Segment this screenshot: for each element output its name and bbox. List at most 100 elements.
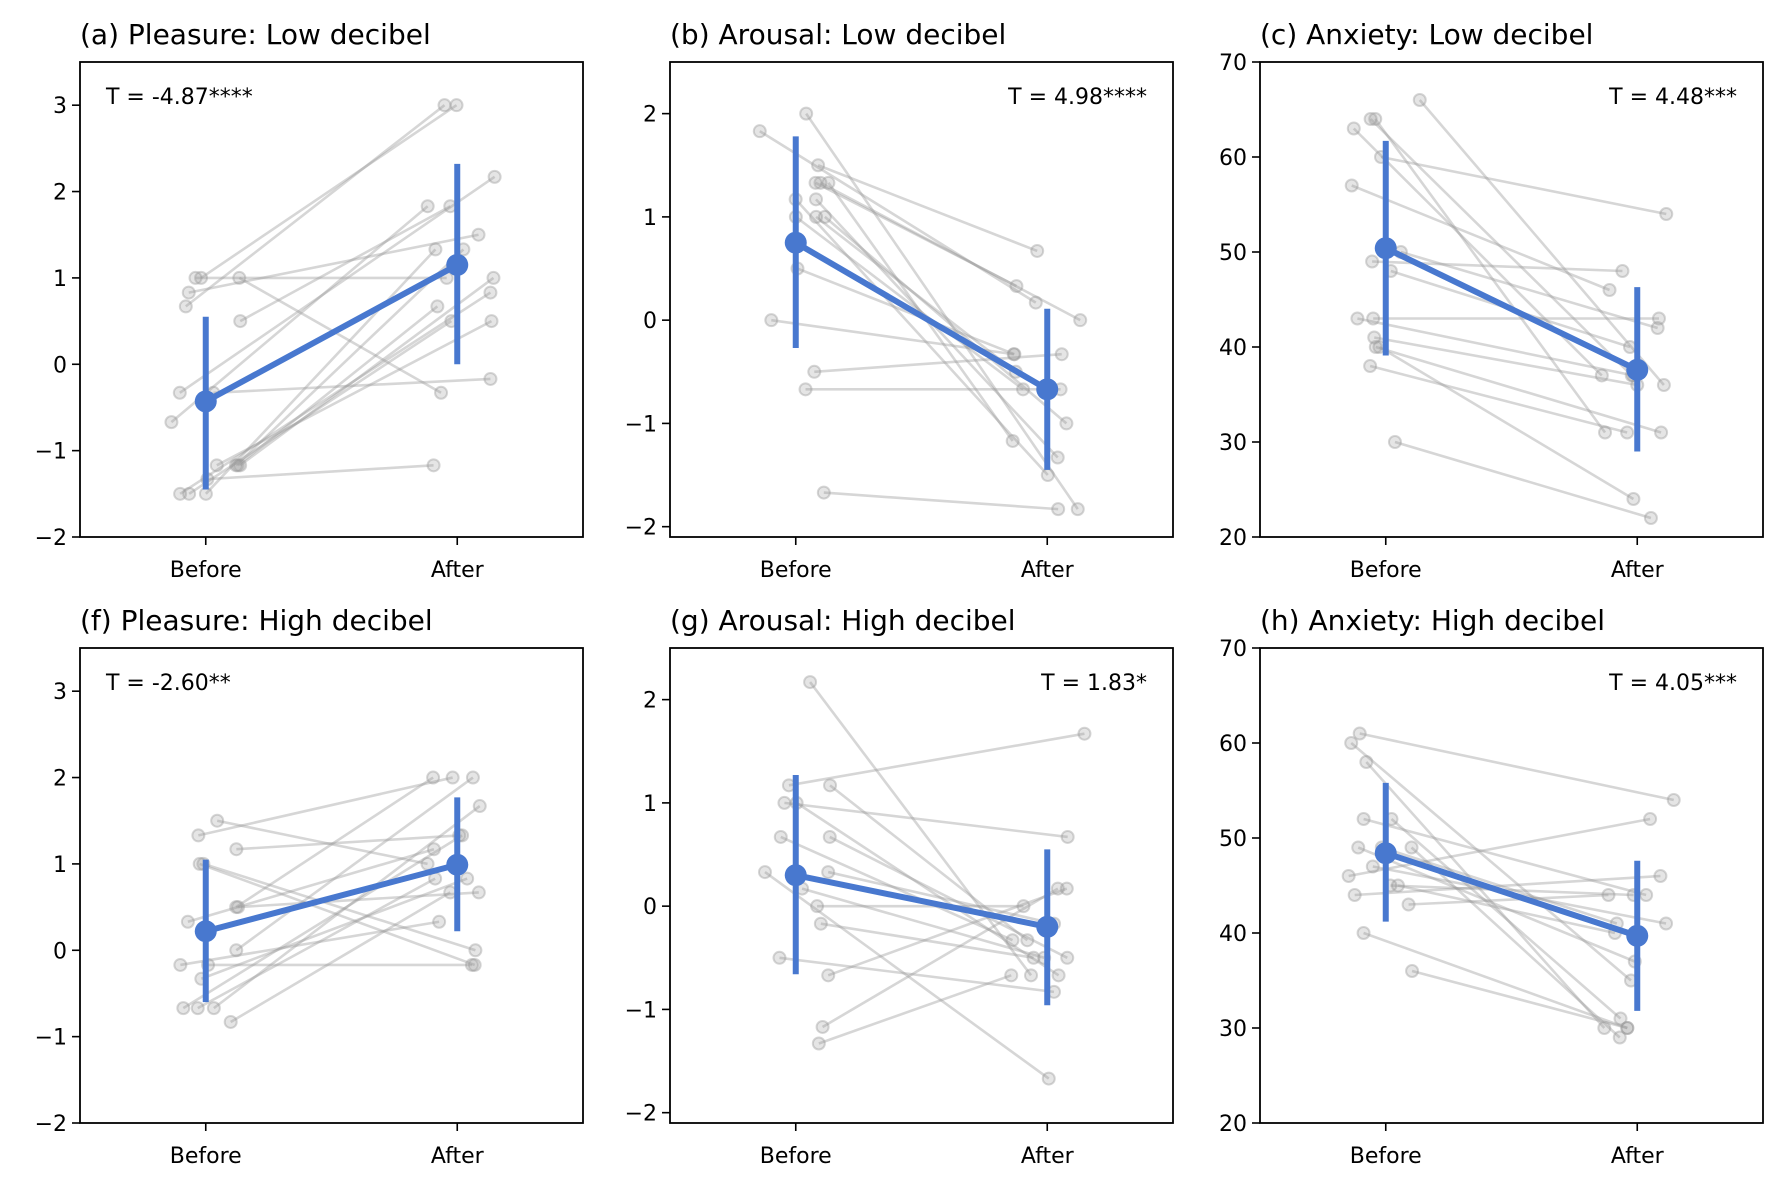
participant-point-after bbox=[1643, 511, 1658, 525]
subplot-1: (b) Arousal: Low decibel −2 −1 0 1 2 Before Aft… bbox=[625, 18, 1174, 583]
participant-line bbox=[236, 834, 460, 851]
participant-point-after bbox=[472, 799, 487, 814]
participant-line bbox=[827, 870, 1055, 925]
participant-point-before bbox=[1368, 112, 1383, 126]
participant-line bbox=[170, 205, 429, 424]
participant-point-before bbox=[180, 914, 195, 929]
participant-line bbox=[1354, 874, 1661, 897]
participant-point-before bbox=[799, 106, 814, 121]
participant-line bbox=[1357, 317, 1634, 377]
participant-line bbox=[829, 835, 1068, 959]
participant-line bbox=[827, 887, 1068, 977]
participant-point-after bbox=[445, 770, 460, 785]
participant-point-before bbox=[191, 828, 206, 843]
participant-line bbox=[239, 205, 451, 323]
participant-point-after bbox=[432, 914, 447, 929]
y-tick-label: 60 bbox=[1219, 146, 1247, 171]
participant-point-before bbox=[178, 299, 193, 314]
x-tick-label: After bbox=[431, 1144, 485, 1169]
mean-point-before bbox=[1374, 237, 1397, 260]
participant-line bbox=[795, 801, 1060, 977]
participant-line bbox=[199, 862, 476, 967]
participant-line bbox=[1369, 118, 1633, 377]
participant-point-before bbox=[813, 916, 828, 931]
y-tick-label: −1 bbox=[35, 1026, 67, 1051]
participant-point-after bbox=[460, 871, 475, 886]
participant-point-before bbox=[1352, 726, 1367, 741]
participant-point-after bbox=[1004, 968, 1019, 983]
participant-point-before bbox=[164, 415, 179, 430]
participant-point-after bbox=[1622, 340, 1637, 354]
participant-point-before bbox=[1365, 254, 1380, 269]
participant-line bbox=[817, 164, 1038, 253]
participant-line bbox=[819, 181, 1081, 322]
participant-line bbox=[204, 248, 437, 495]
participant-point-after bbox=[1613, 1011, 1628, 1026]
participant-point-before bbox=[823, 778, 838, 793]
participant-point-after bbox=[1601, 888, 1616, 902]
participant-point-after bbox=[426, 770, 441, 785]
participant-line bbox=[814, 181, 1018, 288]
participant-line bbox=[814, 352, 1062, 374]
subplot-title: (h) Anxiety: High decibel bbox=[1260, 604, 1605, 637]
participant-point-before bbox=[188, 270, 203, 285]
participant-line bbox=[213, 805, 481, 1010]
participant-point-before bbox=[1404, 840, 1419, 855]
participant-point-after bbox=[1016, 899, 1031, 914]
participant-point-after bbox=[1594, 368, 1609, 383]
participant-point-after bbox=[426, 842, 441, 857]
mean-line bbox=[1384, 245, 1639, 373]
participant-point-after bbox=[1653, 869, 1668, 883]
participant-point-before bbox=[1368, 340, 1383, 354]
participant-point-after bbox=[1651, 311, 1666, 326]
y-tick-label: −1 bbox=[625, 998, 657, 1023]
participant-point-before bbox=[210, 813, 225, 828]
participant-line bbox=[780, 835, 1014, 942]
participant-point-after bbox=[1077, 726, 1092, 741]
participant-line bbox=[179, 291, 492, 495]
participant-line bbox=[1374, 336, 1638, 387]
participant-point-before bbox=[230, 458, 245, 473]
y-tick-label: 0 bbox=[53, 939, 67, 964]
participant-point-after bbox=[1654, 425, 1669, 440]
mean-point-after bbox=[1626, 358, 1649, 381]
participant-point-before bbox=[817, 209, 832, 224]
axes-frame bbox=[79, 647, 584, 1124]
y-tick-label: 20 bbox=[1219, 526, 1247, 551]
participant-line bbox=[827, 182, 1014, 442]
y-tick-label: 40 bbox=[1219, 336, 1247, 361]
participant-line bbox=[1363, 817, 1647, 897]
participant-point-after bbox=[1620, 425, 1635, 440]
participant-point-after bbox=[1070, 502, 1085, 517]
participant-line bbox=[1348, 817, 1651, 878]
participant-line bbox=[200, 877, 468, 980]
participant-point-before bbox=[1412, 93, 1427, 107]
participant-point-after bbox=[426, 458, 441, 473]
y-tick-label: −1 bbox=[625, 412, 657, 437]
y-tick-label: 1 bbox=[53, 853, 67, 878]
participant-line bbox=[1378, 345, 1635, 501]
participant-point-after bbox=[1020, 933, 1035, 948]
participant-point-before bbox=[808, 192, 823, 207]
participant-line bbox=[821, 887, 1059, 1029]
participant-point-after bbox=[1060, 950, 1075, 965]
participant-line bbox=[1408, 893, 1609, 906]
y-tick-label: −1 bbox=[35, 440, 67, 465]
participant-line bbox=[1394, 440, 1652, 520]
participant-line bbox=[1390, 818, 1622, 1020]
participant-point-after bbox=[1007, 347, 1022, 362]
participant-line bbox=[213, 377, 491, 395]
y-tick-label: 70 bbox=[1219, 51, 1247, 76]
y-tick-label: 3 bbox=[53, 680, 67, 705]
participant-point-before bbox=[1363, 112, 1378, 126]
mean-line bbox=[204, 262, 459, 405]
participant-point-before bbox=[206, 1001, 221, 1016]
participant-point-after bbox=[471, 885, 486, 900]
participant-point-before bbox=[223, 1014, 238, 1029]
participant-line bbox=[1350, 742, 1632, 982]
participant-line bbox=[237, 891, 479, 909]
participant-point-before bbox=[1347, 888, 1362, 902]
participant-line bbox=[1359, 732, 1675, 802]
participant-point-after bbox=[1030, 243, 1045, 258]
participant-point-before bbox=[764, 313, 779, 328]
